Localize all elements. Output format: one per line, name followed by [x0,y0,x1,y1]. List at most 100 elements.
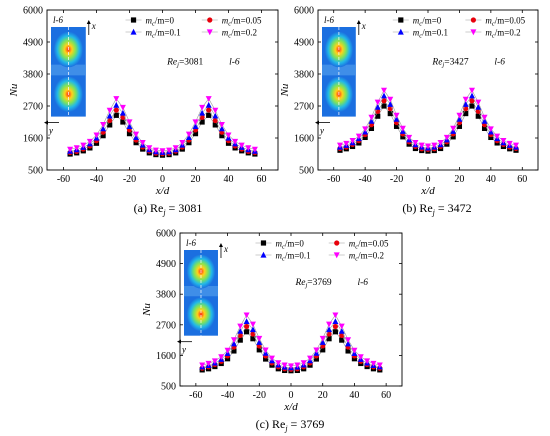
data-point [237,327,244,334]
data-point [192,119,199,126]
panel-caption: (b) Rej = 3472 [402,201,471,217]
data-point [332,323,338,330]
data-point [450,134,456,140]
data-point [237,337,243,343]
data-point [250,331,256,337]
data-point [481,114,488,121]
inset-spacing-label: l-6 [186,238,196,248]
data-point [100,122,107,128]
legend-label: mc/m=0.05 [485,16,525,28]
legend-marker [206,29,213,36]
x-tick-label: 0 [426,174,431,185]
data-point [307,355,314,362]
legend-entry: mc/m=0.05 [201,16,262,28]
y-tick-label: 3800 [294,70,314,81]
y-axis-label: Nu [141,303,153,317]
data-point [488,134,494,141]
heatmap-band [322,64,356,76]
data-point [186,140,192,146]
data-point [218,354,225,360]
data-point [343,140,350,147]
inset-spacing-label: l-6 [53,15,63,25]
data-point [376,362,383,369]
data-point [126,123,133,129]
data-point [100,133,106,139]
data-point [406,134,413,141]
data-point [212,122,218,128]
data-point [339,337,345,343]
legend-marker [260,251,267,258]
y-axis-label: Nu [279,83,291,97]
data-point [462,96,469,103]
data-point [387,96,394,103]
inset-y-label: y [181,345,186,355]
x-tick-label: 40 [224,174,234,185]
inset-y-label: y [48,126,53,136]
legend-marker [260,240,267,246]
data-point [192,131,199,137]
x-axis-label: x/d [420,185,435,197]
chart-panel-0: 500 1600 2700 3800 4900 6000 -60 -40 -20 0 20 40 60 x… [8,6,279,197]
x-tick-label: -20 [123,174,136,185]
data-point [494,133,501,140]
data-point [225,140,232,146]
data-point [313,347,320,354]
data-point [218,125,225,132]
spacing-annotation: l-6 [357,278,368,288]
data-point [113,107,119,113]
series-line-2 [339,95,517,149]
data-point [159,148,166,154]
inset-y-arrowhead [177,339,181,344]
x-tick-label: 20 [191,174,201,185]
data-point [263,356,269,362]
x-tick-label: -20 [253,390,266,401]
data-point [224,347,231,354]
data-point [475,113,481,119]
data-point [326,321,333,328]
data-point [400,134,406,140]
legend-marker [398,17,404,23]
x-tick-label: 40 [349,390,359,401]
series-line-1 [70,109,255,155]
data-point [437,140,444,146]
data-point [300,360,307,367]
data-point [244,323,250,330]
y-tick-label: 500 [299,166,314,177]
data-point [456,115,463,122]
data-point [345,337,352,344]
legend-label: mc/m=0.05 [222,16,262,28]
data-point [337,142,343,149]
data-point [120,119,126,125]
data-point [106,112,113,119]
data-point [113,96,120,102]
data-point [205,101,212,108]
inset-x-label: x [223,244,228,254]
data-point [166,147,173,154]
legend-marker [397,28,404,35]
heatmap-inset [51,27,86,117]
inset-y-label: y [319,126,324,136]
reynolds-annotation: Rej=3081 [166,57,203,68]
data-point [199,109,206,116]
data-point [152,147,159,154]
data-point [100,125,107,132]
data-point [393,115,400,122]
data-point [251,146,258,153]
data-point [206,112,212,118]
inset-x-arrowhead [356,20,361,24]
data-point [320,347,326,353]
data-point [205,360,212,367]
data-point [332,329,338,335]
y-tick-label: 4900 [156,259,176,270]
data-point [281,362,288,369]
inset-x-label: x [361,21,366,31]
legend-label: mc/m=0.2 [222,28,257,40]
data-point [205,96,212,102]
chart-panel-1: 500 1600 2700 3800 4900 6000 -60 -40 -20 0 20 40 60 x… [279,6,539,197]
data-point [345,340,352,347]
data-point [393,123,400,129]
data-point [456,123,463,129]
legend-entry: mc/m=0.1 [255,251,311,263]
panel-caption: (a) Rej = 3081 [134,201,203,217]
data-point [357,354,364,360]
